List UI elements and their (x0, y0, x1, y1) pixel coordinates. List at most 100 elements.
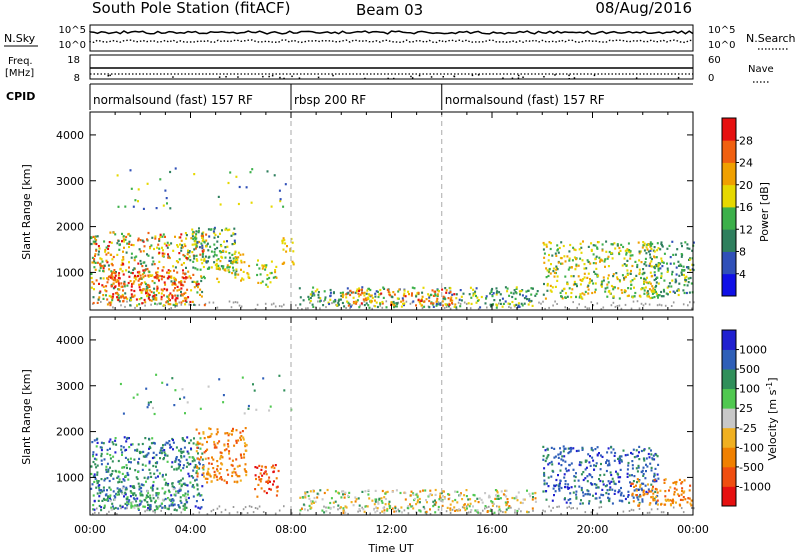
velocity-cell (416, 501, 419, 504)
velocity-cell (92, 494, 95, 497)
velocity-cell (151, 456, 154, 460)
power-cell (581, 292, 584, 295)
velocity-cell (129, 485, 132, 488)
sparse-echo-cell (132, 205, 135, 208)
power-cell (556, 279, 559, 282)
velocity-cell (617, 491, 620, 494)
velocity-cell (277, 469, 280, 473)
velocity-cell (237, 439, 240, 442)
x-axis-label: Time UT (367, 542, 413, 554)
power-cell (491, 303, 494, 306)
velocity-cell (236, 465, 239, 468)
power-cell (655, 281, 658, 284)
power-cell (623, 277, 626, 280)
power-cell (140, 291, 143, 294)
power-cell (577, 275, 580, 278)
power-cell (322, 304, 325, 307)
sparse-echo-cell (152, 406, 154, 410)
velocity-cell (377, 500, 380, 504)
sparse-echo-cell (174, 389, 177, 392)
power-cell (518, 290, 521, 293)
power-cell (220, 245, 223, 248)
velocity-cell (202, 464, 205, 467)
velocity-cell (614, 482, 617, 486)
power-cell (219, 260, 222, 263)
velocity-cell (505, 508, 508, 511)
scatter-cell (190, 304, 193, 306)
scatter-cell (600, 506, 603, 508)
power-cell (646, 243, 649, 246)
velocity-cell (543, 479, 546, 482)
power-cell (90, 242, 93, 246)
velocity-cell (637, 464, 640, 467)
power-cell (130, 293, 133, 296)
sparse-echo-cell (273, 174, 276, 177)
scatter-cell (359, 509, 361, 512)
power-cell (108, 268, 111, 271)
velocity-cell (267, 479, 270, 482)
scatter-cell (325, 306, 327, 309)
velocity-cell (164, 454, 167, 457)
velocity-cell (96, 492, 99, 495)
velocity-cell (558, 489, 561, 492)
power-cell (133, 289, 136, 293)
velocity-cell (163, 451, 166, 454)
velocity-cell (391, 507, 394, 510)
velocity-cell (137, 443, 140, 446)
nave-dip (411, 77, 414, 79)
power-cell (625, 264, 628, 267)
power-cell (638, 250, 641, 253)
power-cell (649, 256, 652, 259)
power-cell (97, 245, 100, 248)
velocity-cell (657, 477, 660, 480)
power-cell (202, 259, 205, 262)
scatter-cell (482, 509, 484, 512)
power-cell (634, 291, 637, 295)
cpid-segment-label: normalsound (fast) 157 RF (93, 93, 253, 107)
scatter-cell (409, 302, 412, 305)
power-cell (203, 277, 206, 280)
velocity-cell (147, 495, 150, 498)
velocity-cell (586, 493, 589, 496)
power-cell (363, 291, 366, 294)
power-cell (232, 266, 234, 269)
power-cell (403, 292, 406, 295)
velocity-cell (180, 485, 183, 488)
power-cell (166, 246, 169, 249)
scatter-cell (488, 505, 490, 508)
velocity-cell (577, 449, 580, 452)
power-cell (174, 300, 177, 303)
velocity-cell (152, 464, 155, 468)
power-cell (661, 265, 664, 268)
velocity-cell (543, 473, 546, 476)
velocity-cell (139, 499, 142, 502)
velocity-cell (254, 488, 257, 491)
power-cell (564, 275, 567, 278)
velocity-cell (454, 509, 457, 512)
velocity-cell (580, 473, 583, 476)
power-cell (118, 288, 121, 291)
velocity-cell (607, 492, 610, 496)
velocity-cell (656, 491, 659, 494)
velocity-cell (554, 484, 557, 488)
velocity-colorbar-swatch (722, 466, 736, 487)
velocity-cell (92, 453, 95, 456)
power-cell (587, 272, 590, 275)
freq-left-tick-top: 18 (67, 55, 80, 66)
velocity-cell (586, 475, 589, 478)
velocity-cell (437, 505, 440, 509)
power-cell (226, 264, 229, 267)
nave-dip (635, 77, 638, 79)
velocity-cell (316, 496, 319, 499)
scatter-cell (317, 300, 319, 303)
power-cell (571, 288, 574, 291)
power-cell (148, 284, 151, 287)
velocity-cell (233, 467, 236, 470)
power-cell (403, 289, 406, 292)
power-cell (231, 243, 234, 246)
velocity-cell (187, 452, 190, 455)
velocity-cell (393, 510, 396, 513)
velocity-cell (126, 471, 129, 475)
power-cell (591, 291, 594, 295)
